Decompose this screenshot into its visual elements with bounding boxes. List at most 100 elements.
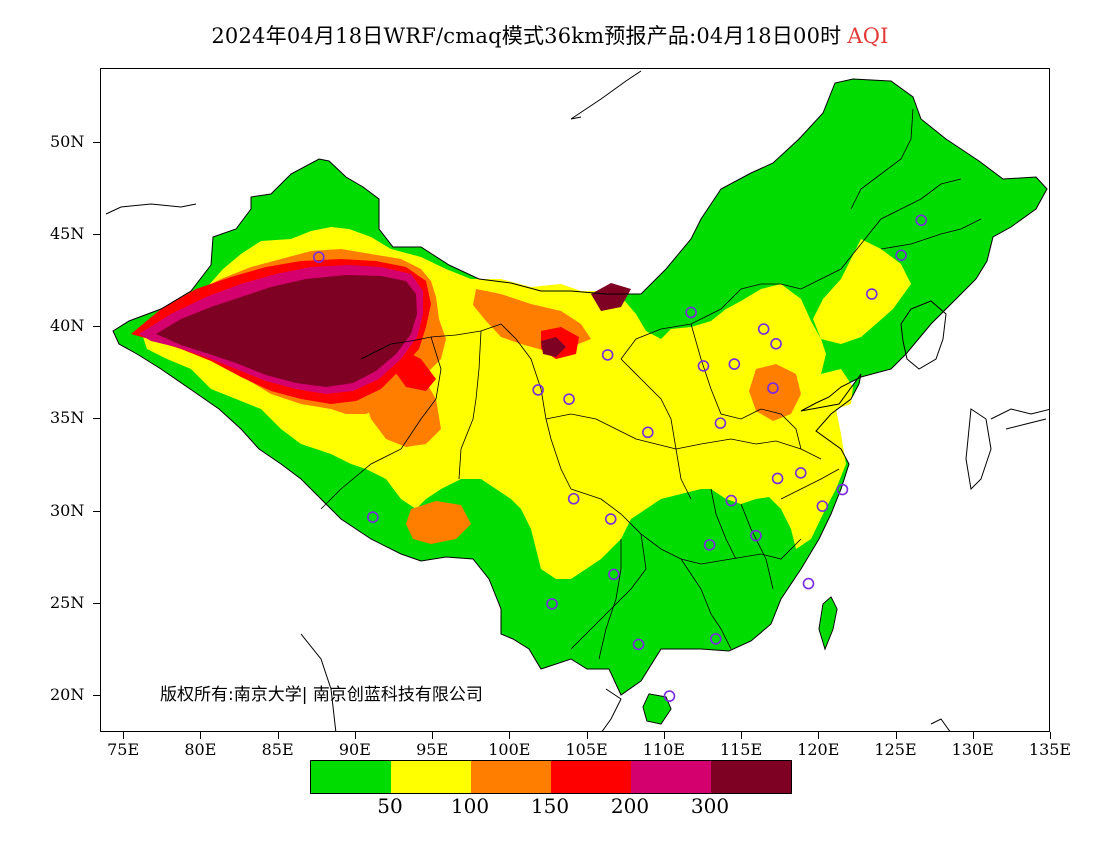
station-marker [367, 511, 379, 524]
longitude-tick [432, 732, 434, 739]
province-line [740, 503, 774, 590]
station-marker [757, 323, 770, 335]
station-marker [608, 568, 620, 581]
aqi-zone-hazardous-2 [591, 283, 631, 311]
korea-peninsula-outline [900, 300, 947, 370]
title-main: 2024年04月18日WRF/cmaq模式36km预报产品:04月18日00时 [211, 24, 842, 48]
province-line [570, 533, 647, 650]
province-line [545, 413, 677, 450]
legend-swatch [391, 761, 471, 793]
map-frame [100, 68, 1050, 732]
station-marker [767, 382, 779, 394]
latitude-tick [93, 602, 100, 604]
station-marker [642, 426, 654, 439]
province-line [850, 108, 914, 210]
taiwan-fill [818, 596, 838, 651]
legend-label: 100 [450, 794, 490, 818]
province-line [620, 358, 692, 500]
title-suffix: AQI [847, 24, 889, 48]
latitude-tick [93, 141, 100, 143]
longitude-label: 75E [107, 740, 140, 759]
station-marker [632, 638, 645, 651]
station-marker [563, 393, 575, 405]
longitude-label: 115E [719, 740, 763, 759]
station-marker [313, 251, 325, 263]
station-marker [567, 492, 580, 505]
station-marker [604, 513, 617, 525]
latitude-tick [93, 234, 100, 235]
aqi-legend-bar [310, 760, 792, 794]
latitude-label: 45N [50, 224, 85, 243]
latitude-label: 50N [50, 131, 85, 151]
province-line [458, 330, 482, 480]
legend-swatch [711, 761, 791, 793]
station-marker [663, 690, 676, 702]
station-marker [728, 358, 741, 370]
province-line [880, 218, 982, 250]
longitude-label: 120E [797, 740, 840, 759]
latitude-tick [93, 326, 100, 328]
national-border [112, 78, 1048, 696]
japan-outline [965, 408, 1049, 491]
station-marker [816, 500, 829, 512]
india-outline [300, 633, 337, 731]
longitude-tick [741, 732, 743, 739]
aqi-zone-usg-5 [406, 501, 471, 544]
province-line [740, 178, 962, 290]
station-marker [836, 483, 849, 496]
station-marker [703, 539, 716, 551]
longitude-label: 90E [338, 740, 371, 759]
station-marker [771, 472, 784, 485]
kamchatka-outline [930, 718, 951, 731]
legend-swatch [311, 761, 391, 793]
province-line [690, 323, 762, 420]
station-marker [697, 360, 710, 372]
longitude-tick [509, 732, 511, 739]
longitude-tick [586, 732, 588, 739]
station-marker [750, 529, 762, 542]
province-boundaries [320, 108, 982, 660]
latitude-tick [93, 510, 100, 512]
copyright-notice: 版权所有:南京大学| 南京创蓝科技有限公司 [160, 685, 483, 705]
indochina-outline [601, 688, 622, 731]
legend-swatch [471, 761, 551, 793]
station-marker [709, 633, 722, 645]
latitude-label: 30N [50, 500, 85, 520]
latitude-label: 25N [50, 592, 85, 612]
station-marker [794, 467, 807, 479]
sea-of-okhotsk-coast [570, 70, 642, 120]
station-marker [866, 288, 878, 300]
longitude-tick [818, 732, 820, 739]
latitude-label: 35N [50, 408, 85, 428]
longitude-label: 125E [874, 740, 917, 759]
station-marker [770, 338, 782, 350]
longitude-label: 95E [416, 740, 449, 759]
province-line [320, 336, 442, 510]
longitude-tick [200, 732, 202, 739]
province-line [700, 538, 802, 565]
monitoring-stations [313, 214, 928, 702]
longitude-tick [354, 732, 356, 739]
aqi-zone-unhealthy-2 [393, 349, 436, 391]
map-canvas [105, 70, 1049, 731]
longitude-label: 110E [642, 740, 685, 759]
legend-label: 200 [610, 794, 650, 818]
map-title: 2024年04月18日WRF/cmaq模式36km预报产品:04月18日00时 A… [0, 20, 1100, 50]
legend-swatch [551, 761, 631, 793]
province-line [598, 539, 622, 660]
latitude-label: 20N [50, 685, 85, 705]
province-line [760, 408, 802, 450]
station-marker [685, 306, 697, 319]
province-line [680, 558, 732, 650]
longitude-tick [895, 732, 897, 739]
aqi-zone-hazardous-3 [541, 337, 566, 357]
longitude-tick [277, 732, 279, 739]
legend-label: 150 [530, 794, 570, 818]
longitude-label: 100E [488, 740, 531, 759]
longitude-tick [123, 732, 125, 739]
province-line [500, 323, 572, 490]
station-marker [601, 349, 614, 361]
station-marker [714, 417, 727, 429]
longitude-label: 135E [1028, 740, 1072, 759]
longitude-label: 130E [951, 740, 994, 759]
